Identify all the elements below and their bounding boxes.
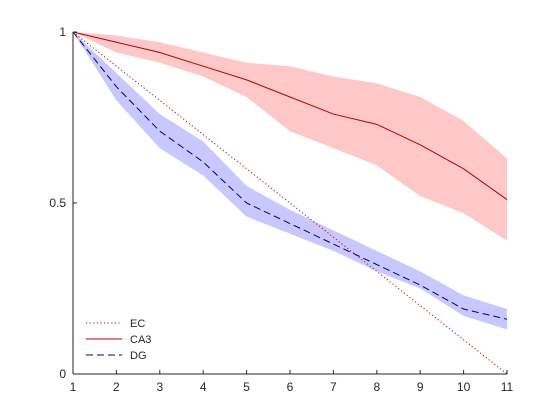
x-tick-label: 4	[200, 380, 207, 394]
y-tick-label: 1	[59, 25, 66, 39]
legend-label-dg: DG	[130, 350, 147, 362]
y-tick-label: 0	[59, 367, 66, 381]
legend-label-ec: EC	[130, 318, 145, 330]
legend-label-ca3: CA3	[130, 334, 151, 346]
x-tick-label: 5	[243, 380, 250, 394]
band-ca3	[73, 32, 507, 241]
x-tick-label: 10	[457, 380, 471, 394]
x-tick-label: 6	[287, 380, 294, 394]
x-tick-label: 8	[373, 380, 380, 394]
series-line-dg	[72, 31, 508, 320]
x-tick-label: 1	[70, 380, 77, 394]
band-dg	[73, 32, 507, 330]
x-tick-label: 11	[501, 380, 514, 394]
confidence-bands	[73, 32, 507, 330]
x-tick-label: 2	[113, 380, 120, 394]
y-tick-label: 0.5	[49, 196, 66, 210]
series-line-ca3	[72, 31, 508, 200]
series-lines	[72, 31, 508, 375]
x-tick-label: 3	[156, 380, 163, 394]
legend: EC CA3 DG	[86, 318, 151, 362]
axes: 1 2 3 4 5 6 7 8 9 10 11 0 0.5 1	[49, 25, 513, 394]
x-tick-label: 7	[330, 380, 337, 394]
x-tick-label: 9	[417, 380, 424, 394]
